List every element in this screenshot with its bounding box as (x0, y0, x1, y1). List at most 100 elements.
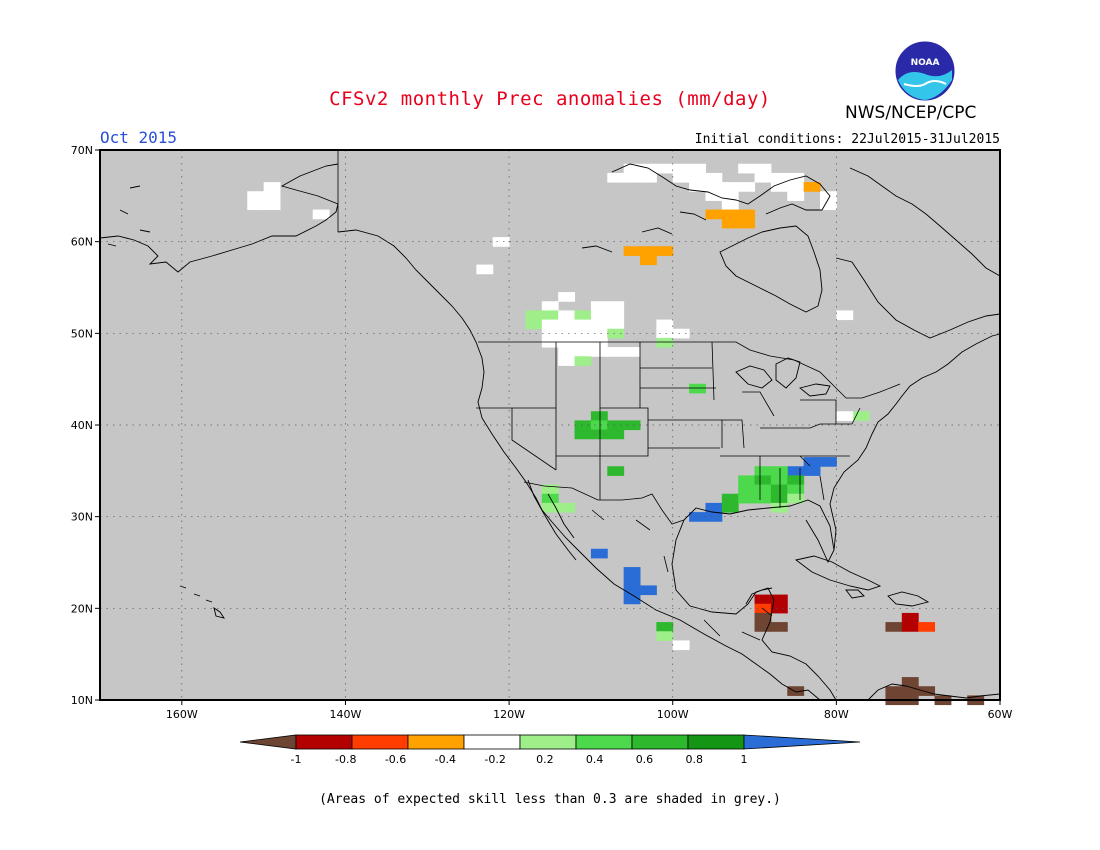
anomaly-cell (525, 310, 543, 321)
anomaly-cell (623, 576, 641, 586)
lat-tick-label: 30N (71, 511, 93, 524)
anomaly-cell (770, 603, 788, 614)
anomaly-cell (721, 200, 739, 211)
anomaly-cell (770, 475, 788, 486)
anomaly-cell (623, 172, 641, 183)
anomaly-cell (623, 420, 641, 431)
anomaly-cell (787, 182, 805, 192)
anomaly-cell (607, 420, 625, 431)
anomaly-cell (787, 172, 805, 183)
anomaly-cell (607, 301, 625, 311)
anomaly-cell (689, 172, 706, 183)
anomaly-cell (656, 246, 674, 256)
anomaly-cell (705, 172, 723, 183)
anomaly-cell (525, 319, 543, 330)
anomaly-cell (590, 337, 608, 348)
anomaly-cell (918, 622, 936, 632)
anomaly-cell (836, 310, 854, 321)
colorbar-segment (575, 734, 633, 750)
anomaly-cell (541, 484, 559, 495)
anomaly-cell (705, 182, 723, 192)
colorbar-label: -0.6 (385, 753, 406, 766)
anomaly-cell (541, 502, 559, 513)
anomaly-cell (738, 163, 756, 174)
coastlines (99, 163, 1001, 701)
anomaly-cell (738, 493, 756, 504)
anomaly-cell (590, 319, 608, 330)
colorbar-segment (519, 734, 577, 750)
anomaly-cell (541, 337, 559, 348)
anomaly-cell (705, 502, 723, 513)
anomaly-cell (607, 328, 625, 339)
anomaly-cell (590, 310, 608, 321)
anomaly-cell (574, 356, 592, 366)
anomaly-cell (623, 594, 641, 605)
anomaly-cell (590, 301, 608, 311)
anomaly-cell (672, 172, 690, 183)
anomaly-cell (558, 502, 576, 513)
colorbar: -1 -0.8 -0.6 -0.4 -0.2 0.2 0.4 0.6 0.8 1 (239, 734, 861, 766)
initial-conditions: Initial conditions: 22Jul2015-31Jul2015 (694, 132, 1000, 147)
anomaly-cell (607, 172, 625, 183)
longitude-labels: 160W 140W 120W 100W 80W 60W (166, 700, 1013, 721)
anomaly-cell (721, 493, 739, 504)
colorbar-label: 0.2 (536, 753, 554, 766)
anomaly-cell (623, 585, 641, 596)
anomaly-cell (738, 484, 756, 495)
colorbar-label: 0.4 (586, 753, 604, 766)
anomaly-cell (672, 163, 690, 174)
anomaly-cell (656, 328, 674, 339)
anomaly-cell (590, 347, 608, 357)
anomaly-cell (787, 493, 805, 504)
anomaly-cell (590, 411, 608, 421)
anomaly-cell (640, 585, 657, 596)
anomaly-cell (689, 182, 706, 192)
colorbar-label: 0.6 (636, 753, 654, 766)
anomaly-cell (721, 209, 739, 220)
anomaly-cell (754, 172, 772, 183)
anomaly-cell (803, 457, 821, 467)
anomaly-cell (558, 356, 576, 366)
anomaly-cell (541, 328, 559, 339)
anomaly-cell (640, 246, 657, 256)
anomaly-cell (770, 622, 788, 632)
lon-tick-label: 60W (988, 708, 1013, 721)
anomaly-cell (738, 475, 756, 486)
anomaly-cell (558, 347, 576, 357)
anomaly-cell (770, 484, 788, 495)
anomaly-cell (820, 191, 837, 201)
lat-tick-label: 10N (71, 694, 93, 707)
lon-tick-label: 120W (493, 708, 525, 721)
anomaly-cell (901, 677, 919, 687)
noaa-logo: NOAA (894, 40, 956, 102)
anomaly-cell (705, 191, 723, 201)
anomaly-cell (820, 457, 837, 467)
colorbar-segment (687, 734, 745, 750)
colorbar-segment (631, 734, 689, 750)
skill-footnote: (Areas of expected skill less than 0.3 a… (319, 792, 781, 807)
anomaly-cell (558, 328, 576, 339)
anomaly-cell (803, 466, 821, 476)
colorbar-label: -0.4 (435, 753, 456, 766)
anomaly-cell (656, 163, 674, 174)
anomaly-cell (558, 319, 576, 330)
forecast-month: Oct 2015 (100, 128, 178, 147)
anomaly-cell (574, 328, 592, 339)
anomaly-cell (312, 209, 330, 220)
anomaly-cell (754, 475, 772, 486)
anomaly-cell (770, 172, 788, 183)
anomaly-cell (738, 209, 756, 220)
agency-label: NWS/NCEP/CPC (845, 103, 977, 123)
colorbar-label: 1 (741, 753, 748, 766)
anomaly-cell (607, 466, 625, 476)
anomaly-cell (607, 429, 625, 440)
anomaly-cell (787, 466, 805, 476)
colorbar-label: -1 (291, 753, 302, 766)
anomaly-cell (558, 310, 576, 321)
anomaly-cell (787, 686, 805, 696)
anomaly-cell (721, 502, 739, 513)
anomaly-cell (574, 319, 592, 330)
anomaly-cell (770, 182, 788, 192)
colorbar-label: 0.8 (685, 753, 703, 766)
anomaly-cell (836, 411, 854, 421)
